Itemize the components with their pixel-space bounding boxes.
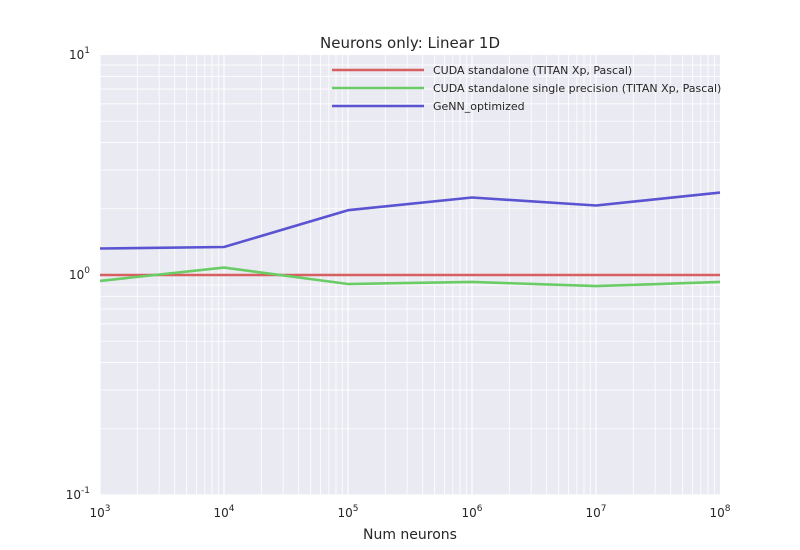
y-tick-label: 100	[69, 266, 90, 282]
series-line-3	[99, 191, 721, 250]
legend-label-3: GeNN_optimized	[433, 100, 525, 113]
x-axis-label: Num neurons	[363, 527, 457, 543]
legend: CUDA standalone (TITAN Xp, Pascal) CUDA s…	[332, 64, 721, 113]
x-tick-label: 105	[337, 504, 358, 520]
x-tick-label: 104	[213, 504, 234, 520]
legend-label-2: CUDA standalone single precision (TITAN …	[433, 82, 721, 95]
series-lines	[99, 191, 721, 288]
x-tick-labels: 103 104 105 106 107 108	[89, 504, 730, 520]
y-tick-label: 10-1	[66, 486, 90, 502]
x-tick-label: 108	[709, 504, 730, 520]
x-tick-label: 106	[461, 504, 482, 520]
series-line-2	[99, 266, 721, 288]
x-tick-label: 103	[89, 504, 110, 520]
y-tick-labels: 10-1 100 101	[66, 46, 91, 502]
chart-title: Neurons only: Linear 1D	[320, 34, 500, 52]
x-tick-label: 107	[585, 504, 606, 520]
legend-label-1: CUDA standalone (TITAN Xp, Pascal)	[433, 64, 632, 77]
y-tick-label: 101	[69, 46, 90, 62]
